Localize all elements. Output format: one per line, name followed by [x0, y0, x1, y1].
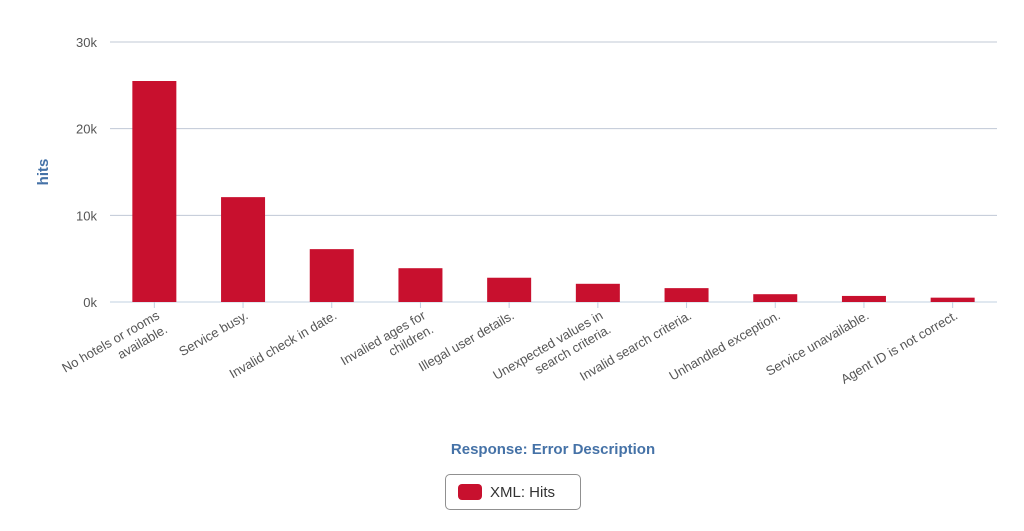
x-tick-label: No hotels or roomsavailable. [59, 307, 170, 389]
y-tick-label: 30k [76, 35, 97, 50]
bars [132, 81, 975, 302]
bar[interactable] [930, 297, 975, 302]
legend-label: XML: Hits [490, 483, 556, 501]
legend-swatch [458, 484, 482, 500]
y-axis-title: hits [35, 159, 52, 186]
y-tick-labels: 0k 10k 20k 30k [76, 35, 97, 310]
bar[interactable] [841, 295, 886, 302]
bar[interactable] [487, 277, 532, 302]
x-axis-title: Response: Error Description [451, 441, 655, 458]
x-tick-labels: No hotels or roomsavailable. Service busy… [59, 307, 960, 389]
y-tick-label: 20k [76, 122, 97, 137]
y-tick-label: 10k [76, 208, 97, 223]
y-tick-label: 0k [83, 295, 97, 310]
bar[interactable] [132, 81, 177, 302]
legend[interactable]: XML: Hits [445, 474, 581, 510]
bar[interactable] [753, 294, 798, 302]
bar-chart: 0k 10k 20k 30k No hotels or roomsavailable.… [35, 35, 997, 458]
bar[interactable] [398, 268, 443, 302]
x-tick-label: Service busy. [176, 308, 250, 360]
bar[interactable] [575, 283, 620, 302]
bar[interactable] [664, 288, 709, 302]
bar[interactable] [221, 197, 266, 302]
bar[interactable] [309, 249, 354, 302]
